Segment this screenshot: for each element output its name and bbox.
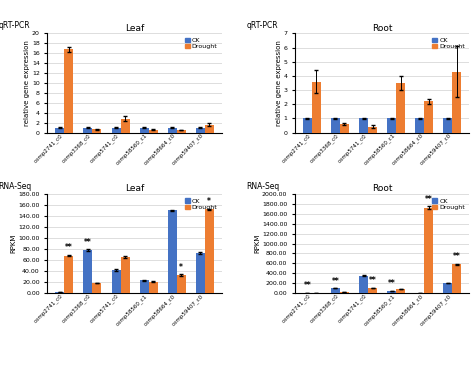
Y-axis label: relative gene expression: relative gene expression — [276, 40, 282, 126]
Bar — [140, 128, 149, 132]
Text: **: ** — [84, 238, 92, 247]
Title: Leaf: Leaf — [125, 184, 144, 193]
Legend: CK, Drought: CK, Drought — [431, 36, 466, 51]
Bar — [340, 124, 349, 132]
Bar — [359, 276, 368, 293]
Title: Root: Root — [372, 24, 392, 33]
Bar — [424, 208, 433, 293]
Bar — [387, 118, 396, 132]
Bar — [177, 130, 186, 132]
Bar — [443, 118, 452, 132]
Title: Root: Root — [372, 184, 392, 193]
Text: **: ** — [332, 276, 339, 286]
Bar — [140, 280, 149, 293]
Text: RNA-Seq: RNA-Seq — [246, 182, 279, 191]
Bar — [303, 118, 312, 132]
Text: *: * — [179, 263, 183, 272]
Text: *: * — [207, 197, 211, 206]
Bar — [111, 270, 120, 293]
Bar — [368, 127, 377, 132]
Y-axis label: relative gene expression: relative gene expression — [25, 40, 30, 126]
Bar — [368, 288, 377, 293]
Bar — [340, 292, 349, 293]
Bar — [424, 101, 433, 132]
Y-axis label: RPKM: RPKM — [255, 234, 261, 253]
Bar — [205, 209, 214, 293]
Bar — [64, 49, 73, 132]
Bar — [149, 129, 157, 132]
Bar — [83, 128, 92, 132]
Bar — [312, 82, 321, 132]
Bar — [111, 128, 120, 132]
Text: **: ** — [425, 195, 433, 204]
Text: **: ** — [369, 276, 376, 285]
Text: qRT-PCR: qRT-PCR — [246, 22, 278, 30]
Legend: CK, Drought: CK, Drought — [183, 197, 219, 211]
Bar — [149, 282, 157, 293]
Bar — [443, 283, 452, 293]
Bar — [177, 275, 186, 293]
Y-axis label: RPKM: RPKM — [11, 234, 17, 253]
Text: qRT-PCR: qRT-PCR — [0, 22, 30, 30]
Bar — [168, 210, 177, 293]
Text: **: ** — [65, 243, 73, 252]
Text: **: ** — [388, 279, 395, 288]
Text: RNA-Seq: RNA-Seq — [0, 182, 32, 191]
Bar — [120, 257, 129, 293]
Bar — [168, 128, 177, 132]
Bar — [196, 128, 205, 132]
Bar — [92, 129, 101, 132]
Bar — [92, 283, 101, 293]
Bar — [387, 290, 396, 293]
Bar — [55, 128, 64, 132]
Bar — [415, 118, 424, 132]
Bar — [331, 118, 340, 132]
Text: **: ** — [453, 252, 461, 261]
Bar — [359, 118, 368, 132]
Bar — [396, 83, 405, 132]
Text: **: ** — [303, 281, 311, 290]
Bar — [452, 265, 461, 293]
Bar — [452, 72, 461, 132]
Title: Leaf: Leaf — [125, 24, 144, 33]
Bar — [196, 253, 205, 293]
Bar — [64, 256, 73, 293]
Bar — [83, 250, 92, 293]
Bar — [331, 288, 340, 293]
Legend: CK, Drought: CK, Drought — [183, 36, 219, 51]
Bar — [205, 125, 214, 132]
Bar — [396, 289, 405, 293]
Bar — [120, 119, 129, 132]
Bar — [55, 292, 64, 293]
Legend: CK, Drought: CK, Drought — [431, 197, 466, 211]
